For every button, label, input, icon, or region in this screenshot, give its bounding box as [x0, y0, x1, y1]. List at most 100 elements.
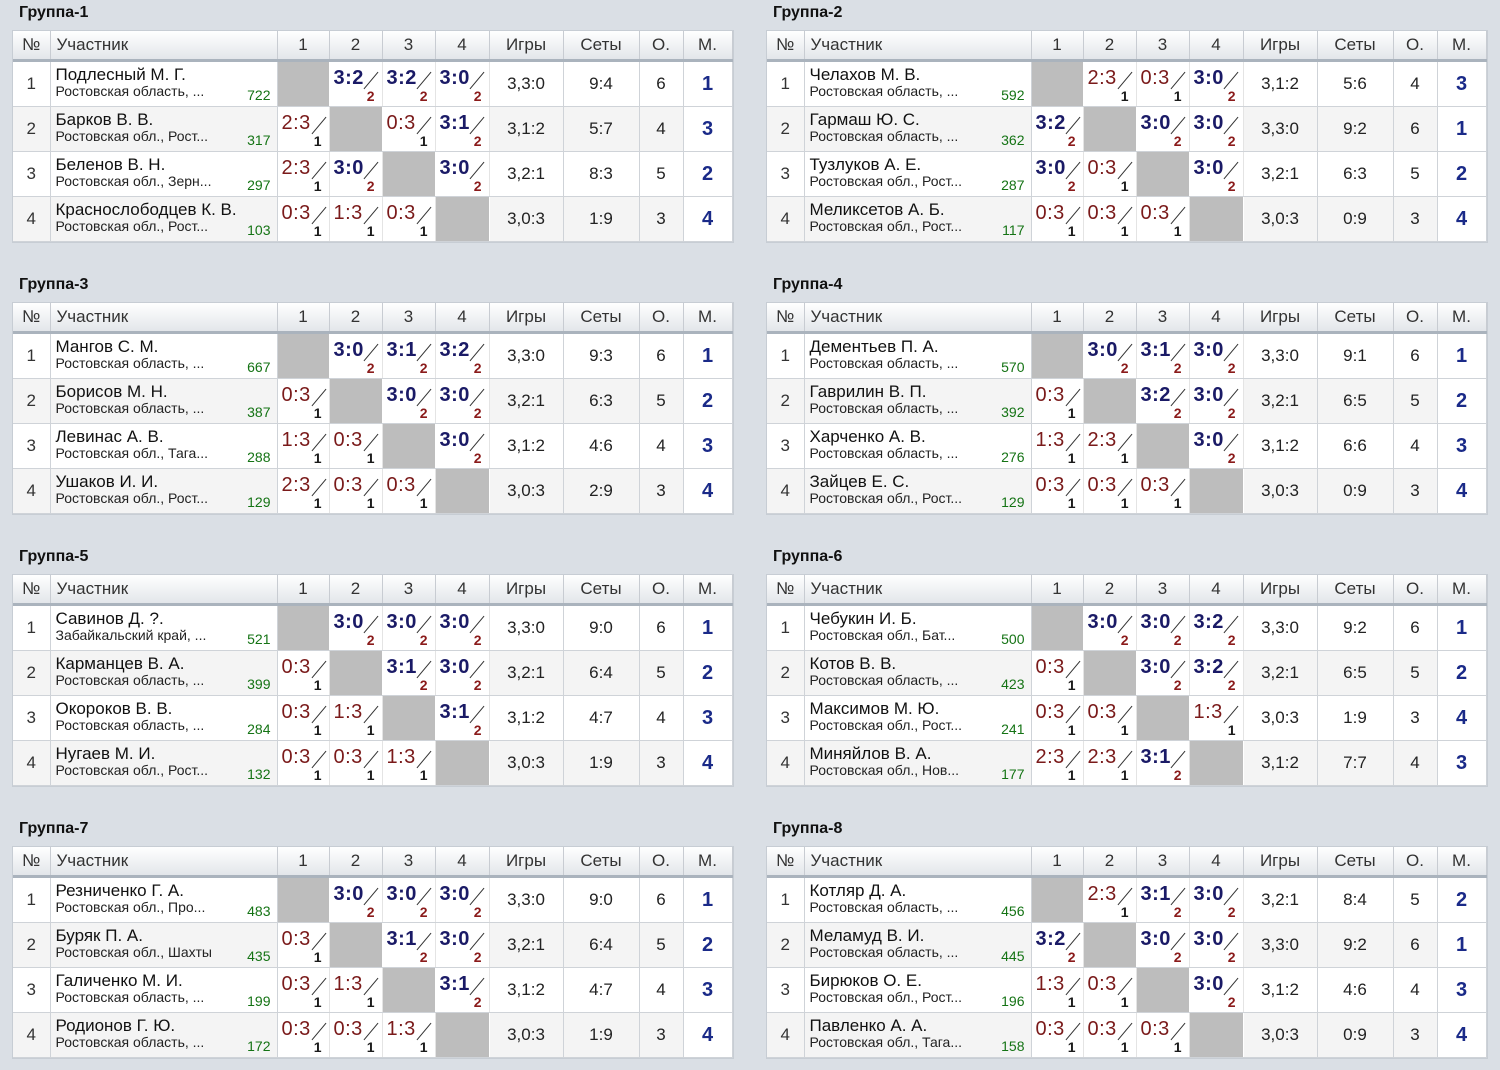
match-result-cell[interactable]: 0:3 1 [329, 1013, 382, 1058]
column-header-c1[interactable]: 1 [277, 303, 329, 333]
column-header-no[interactable]: № [767, 847, 804, 877]
column-header-points[interactable]: О. [639, 575, 683, 605]
column-header-participant[interactable]: Участник [804, 303, 1031, 333]
table-row[interactable]: 1 Мангов С. М. Ростовская область, ... 667 3… [13, 333, 732, 379]
column-header-c2[interactable]: 2 [329, 303, 382, 333]
column-header-c4[interactable]: 4 [435, 847, 489, 877]
column-header-c2[interactable]: 2 [329, 31, 382, 61]
participant-name[interactable]: Савинов Д. ?. [56, 610, 273, 628]
match-result-cell[interactable]: 2:3 1 [277, 469, 329, 514]
column-header-c4[interactable]: 4 [435, 303, 489, 333]
table-row[interactable]: 1 Челахов М. В. Ростовская область, ... 592… [767, 61, 1486, 107]
table-row[interactable]: 4 Краснослободцев К. В. Ростовская обл., Р… [13, 197, 732, 242]
match-result-cell[interactable]: 3:2 2 [1189, 651, 1243, 696]
participant-cell[interactable]: Харченко А. В. Ростовская область, ... 276 [804, 424, 1031, 469]
column-header-c3[interactable]: 3 [1136, 31, 1189, 61]
column-header-points[interactable]: О. [1393, 303, 1437, 333]
column-header-participant[interactable]: Участник [804, 575, 1031, 605]
column-header-place[interactable]: М. [1437, 575, 1486, 605]
column-header-no[interactable]: № [767, 303, 804, 333]
participant-name[interactable]: Миняйлов В. А. [810, 745, 1027, 763]
table-row[interactable]: 2 Борисов М. Н. Ростовская область, ... 387… [13, 379, 732, 424]
match-result-cell[interactable]: 3:0 2 [1189, 877, 1243, 923]
column-header-place[interactable]: М. [1437, 847, 1486, 877]
participant-name[interactable]: Котляр Д. А. [810, 882, 1027, 900]
column-header-sets[interactable]: Сеты [1317, 303, 1393, 333]
participant-cell[interactable]: Чебукин И. Б. Ростовская обл., Бат... 500 [804, 605, 1031, 651]
column-header-c2[interactable]: 2 [1083, 847, 1136, 877]
column-header-participant[interactable]: Участник [804, 847, 1031, 877]
participant-cell[interactable]: Челахов М. В. Ростовская область, ... 592 [804, 61, 1031, 107]
match-result-cell[interactable]: 3:0 2 [382, 605, 435, 651]
match-result-cell[interactable]: 0:3 1 [277, 379, 329, 424]
column-header-no[interactable]: № [767, 575, 804, 605]
table-row[interactable]: 2 Гармаш Ю. С. Ростовская область, ... 362 3… [767, 107, 1486, 152]
participant-cell[interactable]: Барков В. В. Ростовская обл., Рост... 317 [50, 107, 277, 152]
column-header-sets[interactable]: Сеты [1317, 31, 1393, 61]
column-header-games[interactable]: Игры [489, 31, 563, 61]
participant-name[interactable]: Челахов М. В. [810, 66, 1027, 84]
table-row[interactable]: 3 Галиченко М. И. Ростовская область, ... 1… [13, 968, 732, 1013]
participant-name[interactable]: Нугаев М. И. [56, 745, 273, 763]
column-header-c4[interactable]: 4 [435, 575, 489, 605]
participant-name[interactable]: Подлесный М. Г. [56, 66, 273, 84]
match-result-cell[interactable]: 3:1 2 [382, 651, 435, 696]
match-result-cell[interactable]: 2:3 1 [1083, 741, 1136, 786]
match-result-cell[interactable]: 3:0 2 [1136, 605, 1189, 651]
table-row[interactable]: 1 Чебукин И. Б. Ростовская обл., Бат... 500… [767, 605, 1486, 651]
column-header-place[interactable]: М. [683, 31, 732, 61]
participant-name[interactable]: Бирюков О. Е. [810, 972, 1027, 990]
match-result-cell[interactable]: 0:3 1 [277, 1013, 329, 1058]
table-row[interactable]: 3 Харченко А. В. Ростовская область, ... 27… [767, 424, 1486, 469]
participant-name[interactable]: Меликсетов А. Б. [810, 201, 1027, 219]
participant-cell[interactable]: Гармаш Ю. С. Ростовская область, ... 362 [804, 107, 1031, 152]
table-row[interactable]: 4 Нугаев М. И. Ростовская обл., Рост... 132… [13, 741, 732, 786]
match-result-cell[interactable]: 3:0 2 [435, 605, 489, 651]
match-result-cell[interactable]: 0:3 1 [277, 197, 329, 242]
participant-cell[interactable]: Котов В. В. Ростовская область, ... 423 [804, 651, 1031, 696]
match-result-cell[interactable]: 0:3 1 [1083, 968, 1136, 1013]
column-header-c1[interactable]: 1 [277, 847, 329, 877]
column-header-c3[interactable]: 3 [382, 847, 435, 877]
match-result-cell[interactable]: 3:1 2 [1136, 877, 1189, 923]
participant-name[interactable]: Гармаш Ю. С. [810, 111, 1027, 129]
match-result-cell[interactable]: 3:0 2 [435, 61, 489, 107]
match-result-cell[interactable]: 3:0 2 [435, 877, 489, 923]
match-result-cell[interactable]: 1:3 1 [1031, 968, 1083, 1013]
column-header-no[interactable]: № [13, 31, 50, 61]
column-header-participant[interactable]: Участник [50, 575, 277, 605]
match-result-cell[interactable]: 3:0 2 [382, 379, 435, 424]
participant-cell[interactable]: Миняйлов В. А. Ростовская обл., Нов... 177 [804, 741, 1031, 786]
participant-name[interactable]: Краснослободцев К. В. [56, 201, 273, 219]
participant-cell[interactable]: Краснослободцев К. В. Ростовская обл., Ро… [50, 197, 277, 242]
column-header-points[interactable]: О. [1393, 847, 1437, 877]
match-result-cell[interactable]: 0:3 1 [382, 469, 435, 514]
table-row[interactable]: 4 Родионов Г. Ю. Ростовская область, ... 17… [13, 1013, 732, 1058]
participant-name[interactable]: Чебукин И. Б. [810, 610, 1027, 628]
participant-name[interactable]: Родионов Г. Ю. [56, 1017, 273, 1035]
match-result-cell[interactable]: 0:3 1 [1083, 1013, 1136, 1058]
match-result-cell[interactable]: 3:2 2 [329, 61, 382, 107]
participant-name[interactable]: Буряк П. А. [56, 927, 273, 945]
match-result-cell[interactable]: 1:3 1 [329, 197, 382, 242]
participant-cell[interactable]: Бирюков О. Е. Ростовская обл., Рост... 196 [804, 968, 1031, 1013]
match-result-cell[interactable]: 0:3 1 [382, 107, 435, 152]
match-result-cell[interactable]: 0:3 1 [1136, 197, 1189, 242]
match-result-cell[interactable]: 3:1 2 [1136, 741, 1189, 786]
match-result-cell[interactable]: 3:2 2 [382, 61, 435, 107]
participant-cell[interactable]: Окороков В. В. Ростовская область, ... 284 [50, 696, 277, 741]
match-result-cell[interactable]: 3:0 2 [1083, 333, 1136, 379]
table-row[interactable]: 4 Меликсетов А. Б. Ростовская обл., Рост..… [767, 197, 1486, 242]
table-row[interactable]: 2 Гаврилин В. П. Ростовская область, ... 39… [767, 379, 1486, 424]
match-result-cell[interactable]: 1:3 1 [277, 424, 329, 469]
match-result-cell[interactable]: 0:3 1 [1136, 469, 1189, 514]
table-row[interactable]: 4 Миняйлов В. А. Ростовская обл., Нов... 17… [767, 741, 1486, 786]
column-header-place[interactable]: М. [1437, 31, 1486, 61]
match-result-cell[interactable]: 0:3 1 [329, 469, 382, 514]
match-result-cell[interactable]: 3:0 2 [329, 605, 382, 651]
table-row[interactable]: 3 Беленов В. Н. Ростовская обл., Зерн... 29… [13, 152, 732, 197]
column-header-participant[interactable]: Участник [804, 31, 1031, 61]
column-header-c2[interactable]: 2 [1083, 31, 1136, 61]
match-result-cell[interactable]: 0:3 1 [1031, 469, 1083, 514]
column-header-c3[interactable]: 3 [1136, 575, 1189, 605]
